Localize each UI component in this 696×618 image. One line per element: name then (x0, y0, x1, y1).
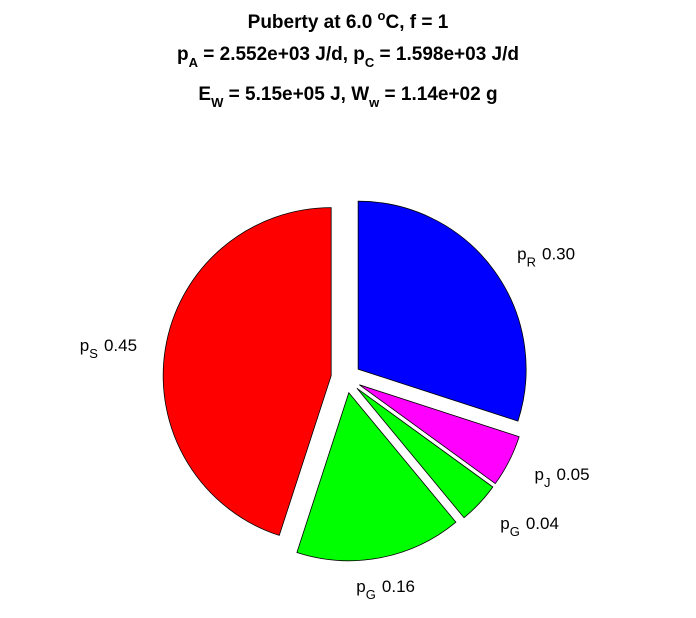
chart-title: Puberty at 6.0 oC, f = 1 (248, 8, 449, 33)
pie-slice (357, 200, 527, 422)
value-label: 0.30 (542, 245, 575, 264)
title-text: = 1.14e+02 g (379, 84, 497, 105)
slice-label: pS 0.45 (80, 336, 137, 361)
label-base: p (535, 465, 544, 484)
pie-slice (162, 207, 332, 536)
label-sub: R (527, 255, 536, 270)
label-base: p (80, 336, 89, 355)
title-sub: A (189, 55, 199, 70)
pie-slice (356, 387, 494, 519)
slice-label: pG 0.04 (500, 514, 559, 539)
value-label: 0.04 (526, 514, 559, 533)
value-label: 0.45 (104, 336, 137, 355)
value-label: 0.16 (382, 577, 415, 596)
value-label: 0.05 (556, 465, 589, 484)
title-text: = 1.598e+03 J/d (374, 44, 519, 65)
label-base: p (356, 577, 365, 596)
pie-slice (359, 384, 520, 485)
pie-slice (296, 391, 457, 562)
title-text: Puberty at 6.0 (248, 12, 378, 33)
title-text: C, f = 1 (386, 12, 449, 33)
chart-title: EW = 5.15e+05 J, Ww = 1.14e+02 g (198, 84, 497, 110)
title-sub: C (365, 55, 375, 70)
label-sub: S (89, 346, 98, 361)
slice-label: pJ 0.05 (535, 465, 590, 490)
chart-title: pA = 2.552e+03 J/d, pC = 1.598e+03 J/d (177, 44, 519, 70)
label-base: p (500, 514, 509, 533)
title-text: = 5.15e+05 J, W (223, 84, 369, 105)
title-sub: W (211, 95, 224, 110)
title-sup: o (378, 8, 386, 23)
title-text: p (177, 44, 189, 65)
title-text: E (198, 84, 211, 105)
title-text: = 2.552e+03 J/d, p (198, 44, 365, 65)
label-base: p (517, 245, 526, 264)
slice-label: pR 0.30 (517, 245, 575, 270)
label-sub: J (544, 475, 551, 490)
label-sub: G (510, 524, 520, 539)
slice-label: pG 0.16 (356, 577, 415, 602)
title-sub: w (368, 95, 380, 110)
label-sub: G (366, 587, 376, 602)
